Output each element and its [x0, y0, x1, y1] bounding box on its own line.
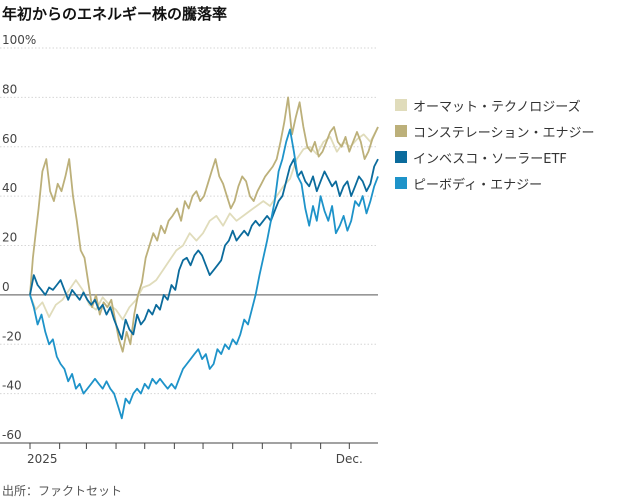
legend-swatch [395, 177, 407, 189]
legend-label: インベスコ・ソーラーETF [413, 151, 567, 167]
chart-title: 年初からのエネルギー株の騰落率 [2, 5, 228, 23]
series-lines [29, 96, 379, 420]
series-line [29, 128, 379, 420]
y-tick-label: -60 [2, 428, 22, 442]
y-tick-label: 100% [2, 33, 36, 47]
series-line [29, 158, 379, 341]
legend-swatch [395, 125, 407, 137]
legend-label: コンステレーション・エナジー [413, 125, 595, 141]
y-tick-label: 80 [2, 82, 17, 96]
legend-item: インベスコ・ソーラーETF [395, 144, 594, 170]
legend-label: オーマット・テクノロジーズ [413, 99, 581, 115]
legend-item: オーマット・テクノロジーズ [395, 92, 594, 118]
y-tick-label: 60 [2, 132, 17, 146]
y-tick-label: 20 [2, 231, 17, 245]
legend-item: ピーボディ・エナジー [395, 170, 594, 196]
legend-label: ピーボディ・エナジー [413, 177, 543, 193]
series-line [29, 126, 379, 321]
series-line [29, 96, 379, 353]
x-axis [0, 442, 378, 449]
y-tick-label: -40 [2, 379, 22, 393]
x-tick-label: Dec. [336, 452, 363, 466]
gridlines [0, 47, 378, 395]
y-tick-label: 40 [2, 181, 17, 195]
legend-swatch [395, 99, 407, 111]
legend-item: コンステレーション・エナジー [395, 118, 594, 144]
y-tick-labels: 100% 80 60 40 20 0 -20 -40 -60 [2, 33, 36, 442]
legend: オーマット・テクノロジーズ コンステレーション・エナジー インベスコ・ソーラーE… [395, 92, 594, 196]
source-note: 出所：ファクトセット [2, 484, 123, 498]
y-tick-label: -20 [2, 329, 22, 343]
x-tick-labels: 2025 Dec. [27, 452, 363, 466]
y-tick-label: 0 [2, 280, 10, 294]
x-tick-label: 2025 [27, 452, 58, 466]
legend-swatch [395, 151, 407, 163]
